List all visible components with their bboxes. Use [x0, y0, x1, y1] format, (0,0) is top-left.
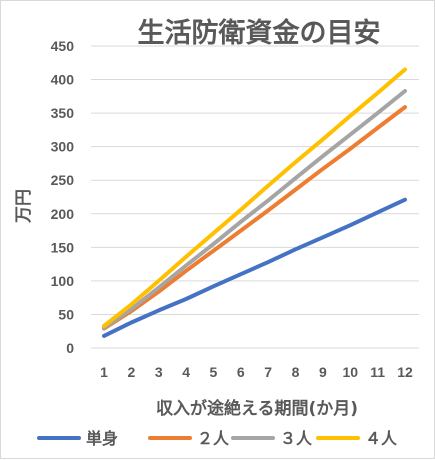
- legend-label-4: ４人: [365, 429, 398, 448]
- x-tick-label: 6: [237, 364, 245, 380]
- data-point: [129, 307, 133, 311]
- x-tick-label: 5: [210, 364, 218, 380]
- y-tick-label: 300: [51, 139, 75, 155]
- data-point: [321, 167, 325, 171]
- x-axis-ticks: 1 2 3 4 5 6 7 8 9 10 11 12: [100, 364, 413, 380]
- data-point: [211, 231, 215, 235]
- data-point: [157, 279, 161, 283]
- y-tick-label: 350: [51, 105, 75, 121]
- data-point: [403, 105, 407, 109]
- x-tick-label: 7: [264, 364, 272, 380]
- x-tick-label: 10: [342, 364, 358, 380]
- data-point: [157, 286, 161, 290]
- series-line-4: [102, 67, 407, 328]
- data-point: [294, 176, 298, 180]
- data-point: [348, 223, 352, 227]
- x-tick-label: 11: [370, 364, 385, 380]
- data-point: [348, 133, 352, 137]
- legend-label-2: ２人: [197, 429, 230, 448]
- data-point: [184, 255, 188, 259]
- x-tick-label: 8: [292, 364, 300, 380]
- x-tick-label: 9: [319, 364, 327, 380]
- data-point: [321, 137, 325, 141]
- data-point: [266, 184, 270, 188]
- y-axis-ticks: 0 50 100 150 200 250 300 350 400 450: [51, 38, 75, 356]
- series-line-3: [102, 89, 407, 330]
- data-point: [294, 247, 298, 251]
- x-tick-label: 4: [182, 364, 190, 380]
- data-point: [321, 154, 325, 158]
- legend-label-3: ３人: [280, 429, 313, 448]
- data-point: [129, 302, 133, 306]
- y-tick-label: 50: [58, 306, 74, 322]
- legend: 単身 ２人 ３人 ４人: [37, 429, 398, 448]
- x-tick-label: 12: [397, 364, 413, 380]
- y-tick-label: 100: [51, 273, 75, 289]
- y-tick-label: 250: [51, 172, 75, 188]
- x-tick-label: 1: [100, 364, 108, 380]
- data-point: [184, 297, 188, 301]
- series-line-2: [102, 105, 407, 331]
- data-point: [266, 208, 270, 212]
- data-point: [211, 284, 215, 288]
- data-point: [348, 114, 352, 118]
- x-axis-label: 収入が途絶える期間(か月): [156, 398, 358, 419]
- data-point: [239, 220, 243, 224]
- y-tick-label: 200: [51, 206, 75, 222]
- data-point: [157, 308, 161, 312]
- data-point: [294, 188, 298, 192]
- data-point: [129, 320, 133, 324]
- data-point: [266, 198, 270, 202]
- data-point: [403, 67, 407, 71]
- data-point: [403, 89, 407, 93]
- data-point: [102, 334, 106, 338]
- data-point: [211, 249, 215, 253]
- y-tick-label: 150: [51, 239, 75, 255]
- x-tick-label: 3: [155, 364, 163, 380]
- data-point: [184, 263, 188, 267]
- data-point: [376, 111, 380, 115]
- data-point: [294, 160, 298, 164]
- data-point: [321, 235, 325, 239]
- data-point: [157, 290, 161, 294]
- y-tick-label: 450: [51, 38, 75, 54]
- legend-label-1: 単身: [86, 429, 118, 448]
- series-line-1: [102, 197, 407, 338]
- series-lines: [102, 67, 407, 338]
- data-point: [239, 272, 243, 276]
- data-point: [239, 208, 243, 212]
- data-point: [184, 269, 188, 273]
- data-point: [239, 229, 243, 233]
- y-axis-label: 万円: [14, 189, 34, 224]
- chart-title: 生活防衛資金の目安: [138, 17, 381, 49]
- data-point: [376, 91, 380, 95]
- data-point: [376, 126, 380, 130]
- data-point: [376, 210, 380, 214]
- data-point: [102, 324, 106, 328]
- data-point: [211, 242, 215, 246]
- y-tick-label: 400: [51, 72, 75, 88]
- x-tick-label: 2: [127, 364, 135, 380]
- data-point: [348, 147, 352, 151]
- data-point: [266, 260, 270, 264]
- data-point: [403, 198, 407, 202]
- y-tick-label: 0: [66, 340, 74, 356]
